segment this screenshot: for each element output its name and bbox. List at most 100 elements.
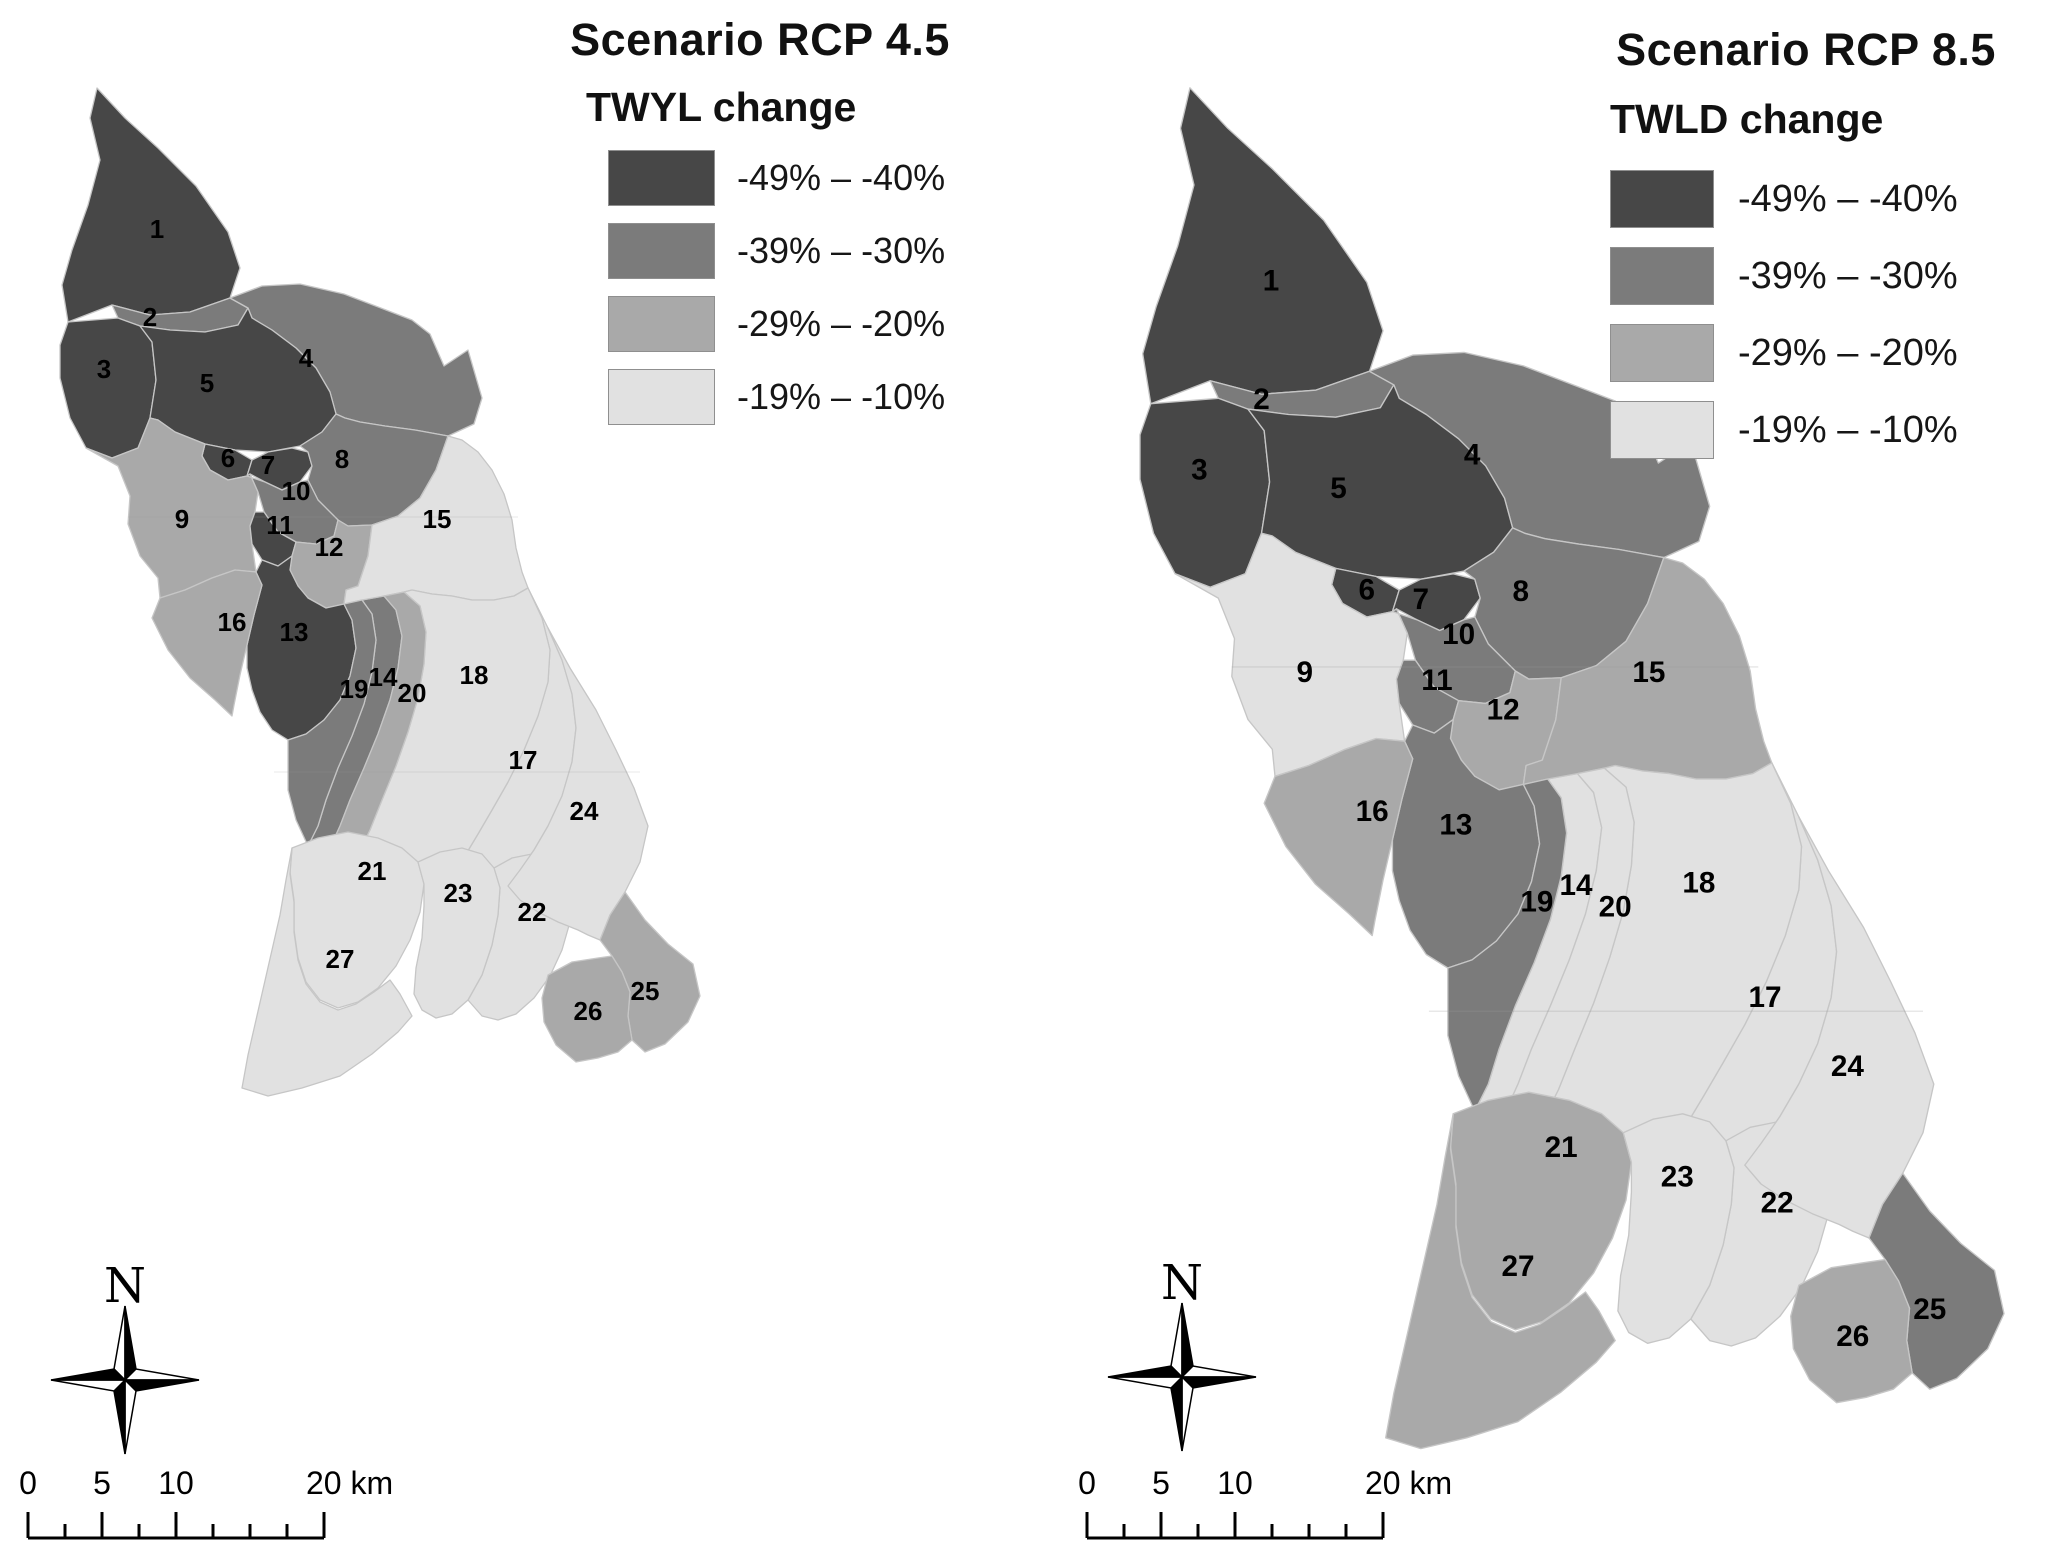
basin-6-label: 6 — [1359, 573, 1376, 606]
basin-18-label: 18 — [460, 660, 489, 690]
basin-22-label: 22 — [1761, 1186, 1794, 1219]
basin-15-label: 15 — [1632, 656, 1665, 689]
basin-13-label: 13 — [1439, 808, 1472, 841]
scalebar-label: 20 km — [306, 1465, 393, 1501]
scalebar-label: 0 — [1078, 1465, 1096, 1501]
legend-swatch — [608, 223, 715, 279]
basin-10-label: 10 — [1442, 618, 1475, 651]
basin-27-label: 27 — [1501, 1250, 1534, 1283]
basin-23-region — [1617, 1113, 1735, 1344]
basin-16-region — [1263, 737, 1414, 937]
legend-row-3: -19% – -10% — [608, 369, 945, 425]
basin-11-label: 11 — [1421, 664, 1452, 697]
legend-item-label: -39% – -30% — [1738, 254, 1958, 297]
basin-23-region — [413, 847, 501, 1019]
basin-19-label: 19 — [1520, 885, 1553, 918]
basin-19-region — [1447, 778, 1568, 1112]
basin-4-label: 4 — [1464, 438, 1481, 471]
basin-3-label: 3 — [97, 354, 111, 384]
scalebar-label: 0 — [19, 1465, 37, 1501]
basin-1-label: 1 — [150, 214, 164, 244]
basin-27-region — [1385, 1113, 1616, 1450]
legend-swatch — [608, 296, 715, 352]
basin-3-label: 3 — [1191, 453, 1208, 486]
legend-swatch — [608, 369, 715, 425]
legend-item-label: -29% – -20% — [737, 303, 946, 344]
basin-23-label: 23 — [444, 878, 473, 908]
panel-title-rcp45: Scenario RCP 4.5 — [570, 14, 950, 65]
scalebar-label: 10 — [1217, 1465, 1253, 1501]
basin-27-label: 27 — [326, 944, 355, 974]
north-label: N — [104, 1258, 146, 1314]
basin-14-label: 14 — [1560, 869, 1594, 902]
basin-19-region — [287, 599, 377, 847]
legend-title-rcp85: TWLD change — [1610, 96, 1884, 142]
legend-row-1: -39% – -30% — [1610, 247, 1958, 305]
legend-swatch — [1610, 247, 1714, 305]
scalebar-label: 5 — [93, 1465, 111, 1501]
basin-13-label: 13 — [280, 617, 309, 647]
basin-21-label: 21 — [1545, 1131, 1578, 1164]
legend-row-2: -29% – -20% — [1610, 324, 1958, 382]
basin-21-label: 21 — [358, 856, 387, 886]
basin-12-label: 12 — [315, 532, 344, 562]
legend-row-2: -29% – -20% — [608, 296, 945, 352]
basin-5-label: 5 — [200, 368, 214, 398]
legend-item-label: -49% – -40% — [1738, 177, 1958, 220]
legend-swatch — [608, 150, 715, 206]
basin-20-label: 20 — [398, 678, 427, 708]
basin-10-label: 10 — [282, 476, 311, 506]
basin-20-label: 20 — [1599, 891, 1632, 924]
basin-21-region — [1449, 1091, 1633, 1331]
basin-17-label: 17 — [1749, 981, 1782, 1014]
basin-26-region — [1790, 1258, 1913, 1404]
basin-26-region — [541, 955, 633, 1063]
scalebar-label: 10 — [158, 1465, 194, 1501]
compass-rose-icon — [1107, 1302, 1257, 1452]
north-label: N — [1161, 1255, 1203, 1311]
basin-24-region — [507, 627, 649, 941]
basin-25-region — [1868, 1172, 2005, 1390]
basin-26-label: 26 — [574, 996, 603, 1026]
legend-row-0: -49% – -40% — [608, 150, 945, 206]
legend-swatch — [1610, 170, 1714, 228]
legend-item-label: -29% – -20% — [1738, 331, 1958, 374]
basin-16-label: 16 — [218, 607, 247, 637]
compass-rose-icon — [50, 1305, 200, 1455]
basin-6-label: 6 — [221, 443, 235, 473]
basin-11-label: 11 — [266, 510, 294, 540]
basin-25-region — [599, 891, 701, 1053]
basin-23-label: 23 — [1661, 1161, 1694, 1194]
basin-15-label: 15 — [423, 504, 452, 534]
legend-swatch — [1610, 324, 1714, 382]
basin-24-label: 24 — [570, 796, 599, 826]
basin-8-label: 8 — [1512, 575, 1529, 608]
legend-row-3: -19% – -10% — [1610, 401, 1958, 459]
basin-2-label: 2 — [1253, 383, 1270, 416]
basin-19-label: 19 — [340, 674, 369, 704]
basin-3-region — [59, 317, 157, 459]
scalebar-label: 5 — [1152, 1465, 1170, 1501]
legend-item-label: -39% – -30% — [737, 230, 946, 271]
basin-7-label: 7 — [261, 450, 275, 480]
basin-14-label: 14 — [369, 662, 398, 692]
basin-12-label: 12 — [1487, 694, 1520, 727]
basin-2-label: 2 — [143, 302, 157, 332]
legend-title-rcp45: TWYL change — [586, 84, 857, 130]
basin-5-label: 5 — [1330, 472, 1347, 505]
legend-item-label: -19% – -10% — [737, 376, 946, 417]
basin-25-label: 25 — [1913, 1293, 1946, 1326]
legend-row-1: -39% – -30% — [608, 223, 945, 279]
legend-swatch — [1610, 401, 1714, 459]
legend-item-label: -19% – -10% — [1738, 408, 1958, 451]
basin-1-label: 1 — [1263, 264, 1280, 297]
basin-24-region — [1744, 816, 1935, 1239]
legend-rcp45: -49% – -40% -39% – -30% -29% – -20% -19% – … — [608, 150, 945, 442]
basin-25-label: 25 — [631, 976, 660, 1006]
scale-bar: 0 5 10 20 km — [19, 1465, 393, 1540]
basin-22-label: 22 — [518, 897, 547, 927]
